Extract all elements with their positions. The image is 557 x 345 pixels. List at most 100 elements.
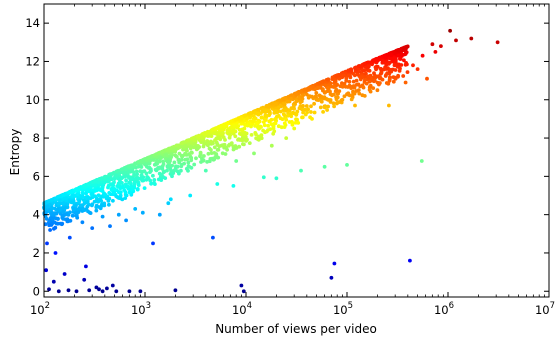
data-point bbox=[285, 113, 290, 118]
data-point bbox=[125, 184, 130, 189]
data-point bbox=[256, 125, 260, 130]
data-point bbox=[285, 99, 290, 104]
data-point bbox=[185, 138, 190, 143]
data-point bbox=[50, 216, 55, 221]
data-point bbox=[151, 241, 155, 246]
data-point bbox=[75, 192, 79, 197]
data-point bbox=[357, 69, 362, 74]
data-point bbox=[123, 167, 128, 172]
data-point bbox=[379, 71, 384, 75]
data-point bbox=[264, 104, 269, 108]
data-point bbox=[259, 115, 264, 120]
data-point bbox=[296, 121, 301, 125]
data-point bbox=[273, 117, 277, 122]
data-point bbox=[192, 145, 196, 150]
data-point bbox=[382, 60, 386, 65]
data-point bbox=[86, 187, 91, 192]
data-point bbox=[322, 105, 327, 110]
data-point bbox=[179, 162, 184, 167]
data-point bbox=[347, 79, 352, 84]
data-point bbox=[100, 189, 105, 194]
data-point bbox=[269, 143, 274, 148]
data-point bbox=[378, 66, 383, 71]
data-point bbox=[495, 40, 500, 45]
data-point bbox=[158, 156, 163, 161]
data-point bbox=[60, 213, 65, 218]
data-point bbox=[243, 132, 247, 136]
data-point bbox=[148, 158, 153, 163]
y-tick-label: 12 bbox=[25, 54, 40, 68]
data-point bbox=[134, 176, 139, 181]
data-point bbox=[234, 159, 239, 163]
data-point bbox=[306, 95, 311, 100]
data-point bbox=[256, 134, 261, 139]
data-point bbox=[74, 289, 79, 294]
data-point bbox=[93, 182, 98, 187]
data-point bbox=[318, 105, 323, 110]
data-point bbox=[298, 100, 303, 105]
data-point bbox=[108, 175, 113, 180]
data-point bbox=[45, 204, 50, 209]
data-point bbox=[332, 261, 337, 266]
data-point bbox=[402, 46, 407, 50]
data-point bbox=[89, 192, 94, 197]
data-point bbox=[387, 77, 392, 82]
data-point bbox=[74, 187, 79, 192]
data-point bbox=[391, 79, 396, 84]
data-point bbox=[152, 178, 157, 182]
data-point bbox=[271, 124, 276, 129]
data-point bbox=[284, 117, 289, 122]
data-point bbox=[253, 131, 258, 135]
data-point bbox=[401, 74, 406, 78]
data-point bbox=[61, 193, 66, 197]
data-point bbox=[51, 279, 56, 284]
data-point bbox=[214, 126, 219, 130]
data-point bbox=[105, 286, 109, 291]
data-point bbox=[294, 99, 299, 104]
data-point bbox=[56, 216, 60, 221]
data-point bbox=[111, 183, 116, 188]
data-point bbox=[209, 151, 214, 156]
data-point bbox=[314, 94, 318, 99]
data-point bbox=[289, 112, 293, 116]
data-point bbox=[368, 84, 372, 89]
data-point bbox=[83, 195, 88, 200]
data-point bbox=[82, 277, 87, 282]
data-point bbox=[352, 73, 357, 78]
data-point bbox=[43, 222, 48, 227]
data-point bbox=[245, 123, 250, 128]
data-point bbox=[375, 80, 380, 85]
data-point bbox=[312, 110, 317, 115]
data-point bbox=[215, 182, 220, 186]
data-point bbox=[67, 235, 72, 240]
data-point bbox=[225, 121, 230, 126]
data-point bbox=[64, 196, 69, 201]
data-point bbox=[202, 141, 207, 146]
data-point bbox=[310, 94, 314, 99]
data-point bbox=[306, 107, 310, 112]
data-point bbox=[448, 28, 452, 33]
data-point bbox=[188, 193, 193, 198]
data-point bbox=[245, 137, 249, 142]
data-point bbox=[135, 187, 140, 192]
data-point bbox=[121, 185, 126, 190]
data-point bbox=[134, 173, 139, 178]
data-point bbox=[140, 176, 145, 181]
data-point bbox=[263, 109, 267, 114]
y-axis-label: Entropy bbox=[8, 129, 22, 176]
data-point bbox=[81, 206, 85, 211]
data-point bbox=[439, 44, 443, 48]
data-point bbox=[120, 197, 125, 202]
data-point bbox=[323, 83, 328, 88]
data-point bbox=[138, 159, 143, 164]
data-point bbox=[180, 140, 185, 145]
data-point bbox=[282, 97, 287, 101]
data-point bbox=[317, 93, 322, 98]
data-point bbox=[221, 135, 226, 140]
data-point bbox=[99, 203, 104, 208]
data-point bbox=[383, 54, 388, 59]
data-point bbox=[128, 180, 132, 185]
data-point bbox=[78, 203, 83, 208]
data-point bbox=[263, 113, 268, 118]
